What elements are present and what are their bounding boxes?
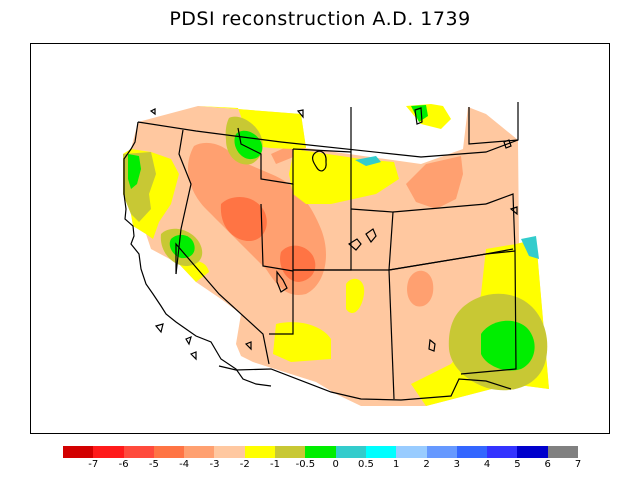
state-line-texas — [460, 250, 517, 375]
lake-small-3 — [244, 341, 252, 351]
lake-mead — [428, 338, 436, 352]
state-line-idaho-west — [175, 129, 192, 275]
state-line-arizona — [269, 271, 294, 335]
lake-coast-1 — [149, 108, 156, 116]
near-normal-colorado — [346, 278, 365, 314]
color-scale-tick-label: -6 — [118, 459, 129, 470]
state-line-utah-west — [260, 203, 294, 272]
color-scale-tick-label: 7 — [574, 459, 582, 470]
near-normal-arizona — [273, 322, 331, 362]
color-swatch — [275, 446, 306, 458]
color-swatch — [456, 446, 488, 458]
dry-patch-colorado — [407, 270, 434, 307]
map-panel — [30, 43, 610, 434]
lake-tahoe — [276, 270, 288, 293]
color-swatch — [63, 446, 94, 458]
state-line-idaho-montana — [237, 127, 294, 185]
mexico-border — [218, 365, 512, 401]
wet-region-oregon — [128, 154, 141, 189]
state-line-newmexico-west — [388, 269, 395, 400]
moist-region-west — [355, 156, 381, 166]
color-scale-tick-label: -5 — [148, 459, 159, 470]
color-scale-tick-label: -3 — [209, 459, 220, 470]
color-scale-tick-label: 4 — [483, 459, 491, 470]
color-swatch — [123, 446, 154, 458]
color-swatch — [184, 446, 215, 458]
lake-northeast — [503, 139, 512, 149]
color-scale-tick-label: 1 — [393, 459, 400, 470]
color-swatch — [244, 446, 276, 458]
great-salt-lake — [311, 150, 327, 172]
color-swatch — [487, 446, 518, 458]
near-normal-south — [179, 260, 209, 282]
color-scale-tick-label: 5 — [514, 459, 521, 470]
coastline — [123, 121, 272, 387]
color-swatch — [214, 446, 245, 458]
color-swatch — [335, 446, 366, 458]
very-dry-core-nevada — [220, 197, 267, 242]
boundary-lines — [123, 102, 519, 401]
color-swatch — [365, 446, 397, 458]
wet-region-newmexico — [481, 320, 535, 371]
color-swatch — [396, 446, 427, 458]
pdsi-fill-layer — [123, 104, 549, 406]
lake-small-2 — [509, 206, 518, 216]
wet-region-idaho — [234, 130, 263, 160]
color-scale-tick-label: 2 — [423, 459, 430, 470]
color-swatch — [426, 446, 457, 458]
lake-coast-2 — [154, 323, 164, 334]
color-swatch — [93, 446, 124, 458]
lake-small-4 — [189, 351, 197, 361]
state-line-nebraska — [392, 203, 487, 213]
lake-north — [414, 107, 423, 125]
state-line-nevada-california — [175, 242, 270, 365]
color-scale-tick-label: -1 — [270, 459, 281, 470]
color-swatch — [153, 446, 185, 458]
state-line-wyoming-north — [292, 148, 352, 153]
color-scale-tick-label: -7 — [88, 459, 99, 470]
pdsi-map — [123, 102, 549, 406]
lake-outlines — [149, 107, 518, 361]
lake-small-1 — [296, 109, 304, 119]
color-swatch — [517, 446, 548, 458]
color-scale-tick-label: -4 — [179, 459, 190, 470]
state-line-kansas — [485, 193, 516, 252]
color-scale-ticks: -7 -6 -5 -4 -3 -2 -1 -0.5 0 0.5 1 2 3 4 5 6 7 — [63, 459, 582, 475]
lake-powell — [365, 228, 377, 244]
map-title: PDSI reconstruction A.D. 1739 — [169, 8, 471, 30]
lake-coast-3 — [185, 335, 192, 346]
color-scale-tick-label: 6 — [544, 459, 551, 470]
color-scale-tick-label: -0.5 — [295, 459, 316, 470]
color-swatch — [305, 446, 336, 458]
color-scale-tick-label: 0.5 — [357, 459, 374, 470]
color-scale-tick-label: 3 — [453, 459, 460, 470]
color-scale-tick-label: -2 — [239, 459, 250, 470]
dry-band-northeast — [406, 156, 463, 209]
color-scale-tick-label: 0 — [332, 459, 339, 470]
lake-fort-peck — [347, 238, 362, 251]
state-line-dakota — [468, 107, 519, 145]
color-scale-bar — [63, 446, 579, 458]
moist-region-east — [521, 236, 539, 259]
color-swatch — [547, 446, 579, 458]
wet-region-north — [411, 105, 428, 122]
very-dry-core-utah — [280, 245, 316, 282]
